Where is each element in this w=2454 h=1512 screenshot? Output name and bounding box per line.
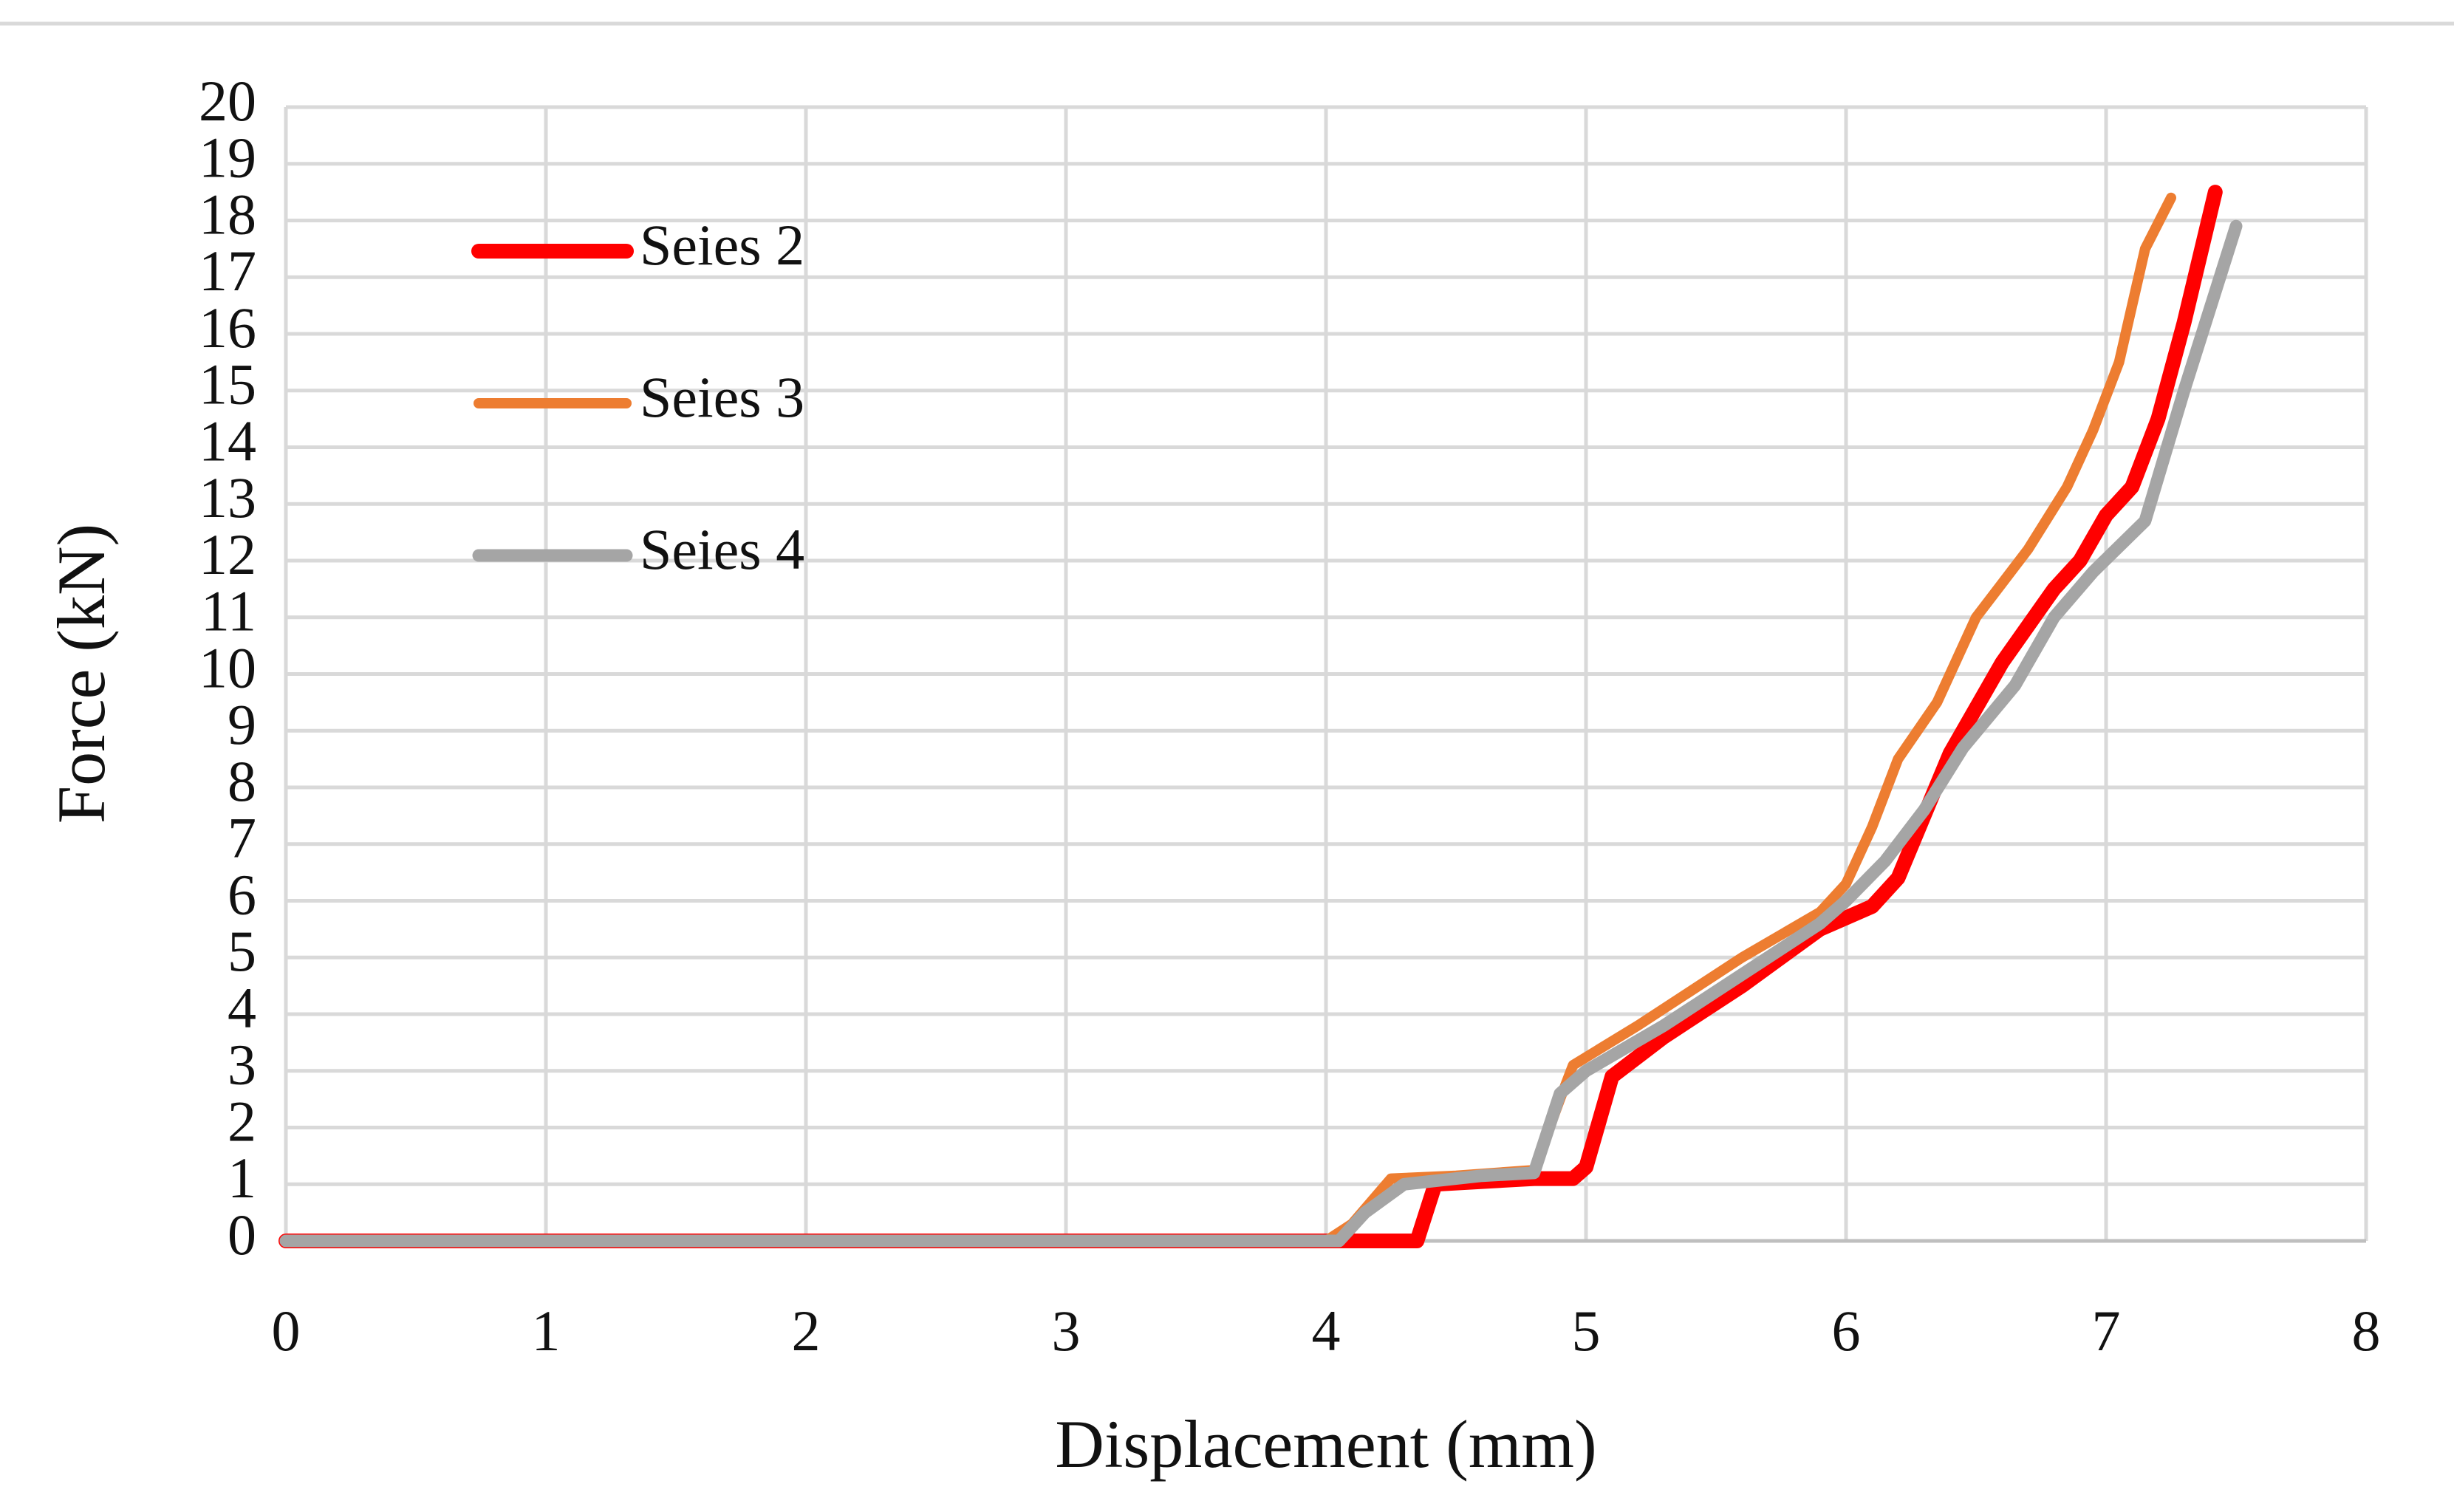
- y-tick-label: 11: [201, 579, 256, 643]
- y-tick-label: 9: [228, 692, 256, 756]
- x-tick-label: 4: [1312, 1299, 1341, 1363]
- legend-label: Seies 4: [640, 517, 804, 581]
- x-tick-label: 3: [1052, 1299, 1081, 1363]
- x-tick-label: 2: [792, 1299, 821, 1363]
- y-tick-label: 15: [199, 352, 256, 417]
- y-tick-label: 18: [199, 182, 256, 246]
- y-tick-label: 12: [199, 522, 256, 586]
- x-tick-label: 1: [532, 1299, 561, 1363]
- legend-label: Seies 2: [640, 213, 804, 277]
- y-tick-label: 4: [228, 976, 256, 1040]
- y-tick-label: 10: [199, 635, 256, 699]
- x-tick-label: 8: [2352, 1299, 2381, 1363]
- series-line: [281, 192, 2176, 1246]
- legend-label: Seies 3: [640, 365, 804, 429]
- legend: Seies 2 Seies 3 Seies 4: [471, 213, 804, 581]
- y-tick-label: 13: [199, 465, 256, 530]
- y-tick-label: 0: [228, 1203, 256, 1267]
- y-tick-label: 3: [228, 1033, 256, 1097]
- y-tick-label: 1: [228, 1146, 256, 1210]
- x-tick-label: 7: [2092, 1299, 2121, 1363]
- plot-lines: [278, 185, 2243, 1248]
- y-tick-label: 5: [228, 919, 256, 983]
- y-tick-label: 16: [199, 295, 256, 360]
- y-tick-label: 14: [199, 408, 256, 473]
- y-tick-label: 19: [199, 126, 256, 190]
- x-tick-label: 0: [272, 1299, 301, 1363]
- series-line: [279, 219, 2243, 1248]
- y-axis-title: Force (kN): [44, 524, 119, 824]
- x-tick-label: 6: [1832, 1299, 1861, 1363]
- y-tick-label: 20: [199, 69, 256, 133]
- y-tick-label: 8: [228, 749, 256, 813]
- y-tick-label: 6: [228, 862, 256, 926]
- y-tick-label: 2: [228, 1089, 256, 1153]
- y-tick-label: 17: [199, 239, 256, 303]
- x-tick-label: 5: [1572, 1299, 1601, 1363]
- x-axis-title: Displacement (mm): [1055, 1406, 1596, 1482]
- y-tick-label: 7: [228, 806, 256, 870]
